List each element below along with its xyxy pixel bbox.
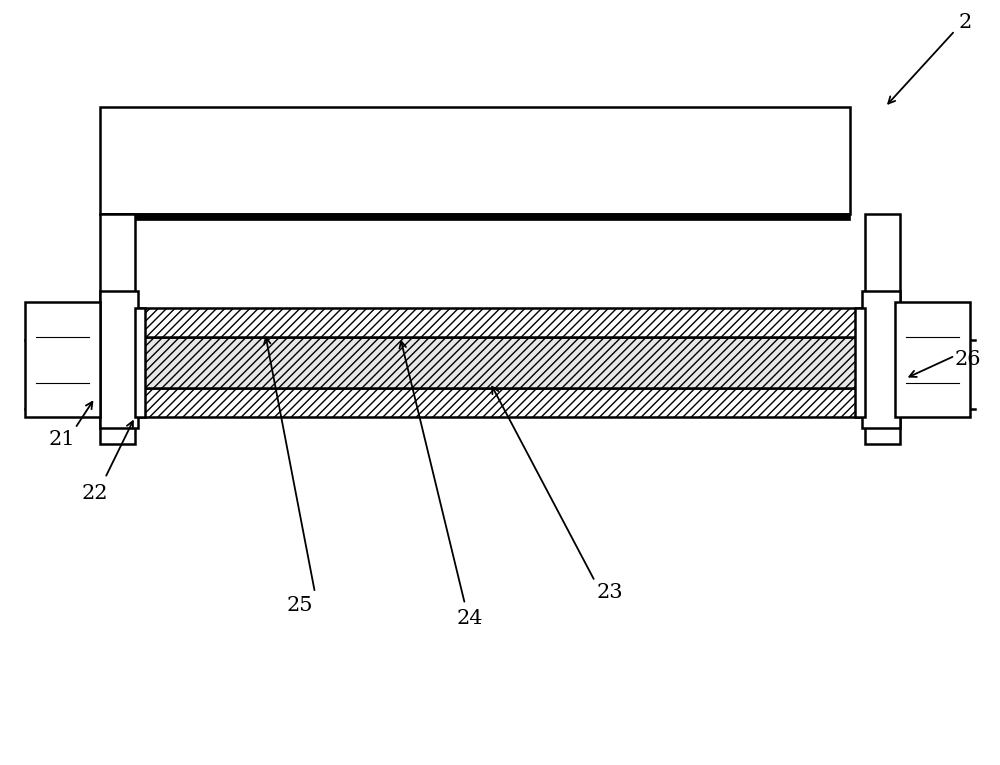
Bar (100, 214, 135, 444)
Bar (25, 302, 100, 417)
Text: 26: 26 (955, 350, 981, 369)
Bar (138, 337, 862, 388)
Bar (100, 213, 850, 220)
Text: 25: 25 (287, 597, 313, 615)
Text: 24: 24 (457, 609, 483, 627)
Bar (138, 308, 862, 337)
Bar (100, 291, 138, 428)
Bar (100, 107, 850, 214)
Bar (895, 302, 970, 417)
Bar (855, 308, 865, 417)
Text: 2: 2 (958, 14, 972, 32)
Bar (135, 308, 145, 417)
Text: 22: 22 (82, 484, 108, 503)
Text: 23: 23 (597, 584, 623, 602)
Bar (862, 291, 900, 428)
Bar (138, 388, 862, 417)
Bar (865, 214, 900, 444)
Text: 21: 21 (49, 431, 75, 449)
